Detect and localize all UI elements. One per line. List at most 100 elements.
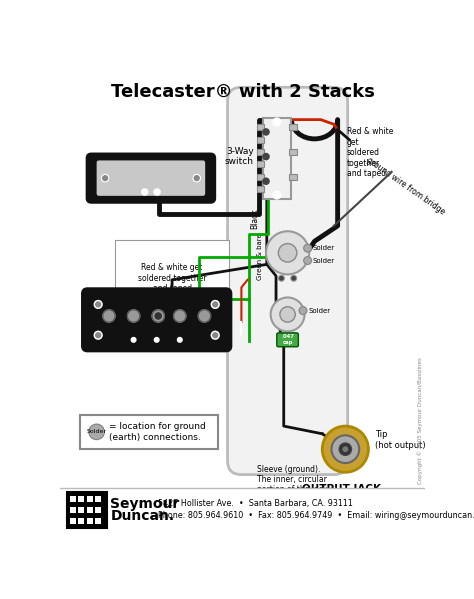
- Circle shape: [278, 275, 284, 282]
- Circle shape: [263, 178, 269, 184]
- Text: Solder: Solder: [313, 245, 335, 251]
- Text: OUTPUT JACK: OUTPUT JACK: [302, 484, 381, 494]
- Bar: [257, 149, 264, 155]
- Bar: [257, 174, 264, 180]
- Bar: [78, 518, 84, 524]
- Circle shape: [280, 277, 283, 280]
- Circle shape: [101, 174, 109, 182]
- Circle shape: [304, 244, 311, 252]
- Bar: [61, 488, 425, 533]
- Circle shape: [103, 310, 115, 322]
- Circle shape: [94, 331, 102, 339]
- Circle shape: [292, 334, 295, 337]
- Text: = location for ground
(earth) connections.: = location for ground (earth) connection…: [109, 422, 206, 441]
- Bar: [95, 507, 101, 513]
- Bar: [70, 507, 76, 513]
- Bar: [70, 518, 76, 524]
- Text: Solder: Solder: [309, 307, 330, 314]
- Text: Solder: Solder: [87, 429, 107, 434]
- FancyBboxPatch shape: [228, 87, 347, 474]
- Bar: [263, 118, 291, 199]
- Bar: [87, 507, 93, 513]
- Circle shape: [343, 447, 347, 452]
- Circle shape: [152, 310, 164, 322]
- Text: .047
cap: .047 cap: [281, 334, 294, 345]
- Bar: [289, 174, 297, 180]
- FancyBboxPatch shape: [277, 333, 298, 347]
- Circle shape: [292, 277, 295, 280]
- Circle shape: [278, 332, 284, 338]
- Text: Solder: Solder: [313, 258, 335, 264]
- Text: Red & white
get
soldered
together
and taped: Red & white get soldered together and ta…: [347, 128, 393, 178]
- Circle shape: [89, 424, 104, 440]
- Text: 5427 Hollister Ave.  •  Santa Barbara, CA. 93111: 5427 Hollister Ave. • Santa Barbara, CA.…: [158, 499, 353, 508]
- Bar: [78, 518, 84, 524]
- Bar: [95, 518, 101, 524]
- Bar: [95, 518, 101, 524]
- Bar: [78, 518, 84, 524]
- Bar: [70, 496, 76, 503]
- Circle shape: [211, 301, 219, 308]
- Bar: [66, 492, 107, 528]
- Bar: [87, 518, 93, 524]
- Text: 3-Way
switch: 3-Way switch: [225, 147, 254, 167]
- Bar: [95, 518, 101, 524]
- Circle shape: [263, 129, 269, 135]
- Circle shape: [155, 313, 161, 319]
- Bar: [257, 161, 264, 167]
- Bar: [257, 137, 264, 143]
- Bar: [87, 496, 93, 503]
- Circle shape: [155, 337, 159, 342]
- Circle shape: [322, 426, 368, 472]
- Circle shape: [291, 275, 297, 282]
- Text: Sleeve (ground).
The inner, circular
portion of the jack: Sleeve (ground). The inner, circular por…: [257, 465, 327, 494]
- Bar: [70, 518, 76, 524]
- Bar: [257, 124, 264, 131]
- FancyBboxPatch shape: [83, 289, 231, 350]
- Circle shape: [94, 301, 102, 308]
- Circle shape: [304, 257, 311, 264]
- Text: Telecaster® with 2 Stacks: Telecaster® with 2 Stacks: [111, 83, 375, 101]
- Bar: [95, 518, 101, 524]
- Circle shape: [173, 310, 186, 322]
- Bar: [87, 518, 93, 524]
- Bar: [95, 496, 101, 503]
- Text: Red & white get
soldered together
and taped: Red & white get soldered together and ta…: [138, 264, 206, 293]
- Text: Green & bare: Green & bare: [257, 233, 263, 280]
- Bar: [78, 507, 84, 513]
- Circle shape: [177, 337, 182, 342]
- Text: ground wire from bridge: ground wire from bridge: [365, 155, 446, 216]
- Circle shape: [131, 337, 136, 342]
- Bar: [78, 518, 84, 524]
- Bar: [70, 518, 76, 524]
- Text: Tip
(hot output): Tip (hot output): [374, 430, 425, 450]
- Circle shape: [198, 310, 210, 322]
- Circle shape: [271, 298, 304, 331]
- Circle shape: [154, 189, 160, 195]
- Bar: [87, 518, 93, 524]
- Circle shape: [331, 435, 359, 463]
- Circle shape: [211, 331, 219, 339]
- FancyBboxPatch shape: [87, 155, 214, 202]
- Bar: [70, 518, 76, 524]
- Bar: [78, 496, 84, 503]
- Text: Seymour: Seymour: [110, 497, 180, 511]
- Circle shape: [263, 153, 269, 160]
- Text: Copyright © 2005 Seymour Duncan/Basslines: Copyright © 2005 Seymour Duncan/Bassline…: [418, 357, 423, 484]
- Circle shape: [280, 307, 295, 322]
- Circle shape: [273, 118, 281, 126]
- Circle shape: [280, 334, 283, 337]
- Circle shape: [339, 443, 352, 455]
- Circle shape: [193, 174, 201, 182]
- Bar: [87, 518, 93, 524]
- FancyBboxPatch shape: [97, 161, 205, 196]
- Text: Duncan.: Duncan.: [110, 509, 174, 524]
- Circle shape: [128, 310, 140, 322]
- Bar: [289, 124, 297, 131]
- Circle shape: [291, 332, 297, 338]
- Circle shape: [142, 189, 148, 195]
- Circle shape: [273, 191, 281, 199]
- Bar: [80, 415, 219, 449]
- Circle shape: [266, 231, 309, 274]
- Circle shape: [278, 244, 297, 262]
